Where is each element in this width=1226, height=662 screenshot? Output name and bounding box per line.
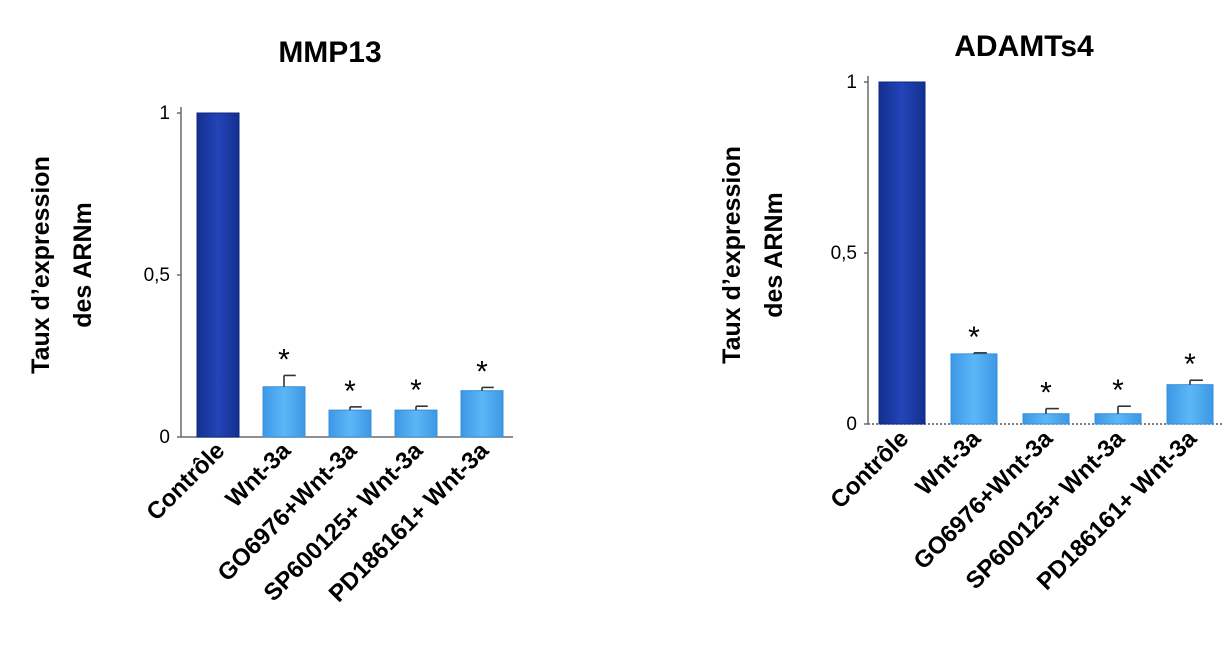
bar [196, 112, 240, 438]
y-axis-label-line-1: Taux d’expression [718, 146, 746, 364]
significance-marker: * [968, 321, 980, 354]
chart-adamts4: ADAMTs4 Taux d’expression des ARNm 0 0,5 1… [718, 30, 1223, 596]
bar [460, 390, 504, 438]
bar [328, 409, 372, 438]
bar [1022, 413, 1070, 425]
y-axis-label-line-1: Taux d’expression [27, 156, 55, 374]
y-tick-label: 0 [159, 427, 170, 448]
chart-title: MMP13 [278, 36, 381, 69]
significance-marker: * [344, 375, 356, 408]
category-label: Contrôle [825, 425, 914, 514]
significance-marker: * [476, 355, 488, 388]
chart-title: ADAMTs4 [954, 30, 1094, 63]
significance-marker: * [1184, 348, 1196, 381]
significance-marker: * [1040, 377, 1052, 410]
bar [262, 386, 306, 438]
bar [394, 409, 438, 438]
bars: * * * * [196, 112, 504, 438]
y-tick-label: 0,5 [831, 243, 857, 264]
y-tick-label: 0,5 [144, 265, 170, 286]
y-tick-label: 0 [846, 414, 857, 435]
significance-marker: * [410, 374, 422, 407]
y-axis-label: Taux d’expression des ARNm [718, 146, 788, 364]
y-tick-label: 1 [846, 72, 857, 93]
significance-marker: * [1112, 374, 1124, 407]
bar [1166, 384, 1214, 425]
y-tick-label: 1 [159, 103, 170, 124]
category-label: Contrôle [141, 437, 230, 526]
y-axis-label-line-2: des ARNm [69, 202, 97, 328]
significance-marker: * [278, 343, 290, 376]
y-axis-label-line-2: des ARNm [760, 192, 788, 318]
bar [950, 353, 998, 425]
bar [1094, 413, 1142, 425]
bars: * * * * [878, 81, 1214, 425]
chart-mmp13: MMP13 Taux d’expression des ARNm 0 0,5 1 *… [27, 36, 513, 608]
bar [878, 81, 926, 425]
y-axis-label: Taux d’expression des ARNm [27, 156, 97, 374]
